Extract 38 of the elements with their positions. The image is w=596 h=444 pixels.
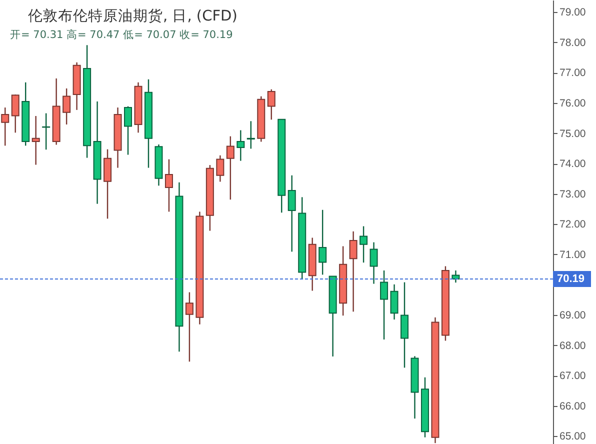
y-tick-label: 76.00 <box>560 97 586 110</box>
y-tick-label: 67.00 <box>560 370 586 382</box>
y-tick-label: 66.00 <box>560 400 586 412</box>
candlestick <box>1 106 10 146</box>
candlestick <box>349 230 358 312</box>
y-tick-label: 65.00 <box>560 430 586 443</box>
candlestick <box>288 174 296 252</box>
y-tick-label: 71.00 <box>560 248 586 261</box>
y-tick-label: 77.00 <box>560 67 586 80</box>
candlestick <box>216 154 224 182</box>
candlestick <box>32 115 40 166</box>
y-tick-label: 79.00 <box>560 6 586 19</box>
y-tick-label: 72.00 <box>560 218 586 231</box>
y-tick-label: 69.00 <box>560 309 586 322</box>
y-tick-label: 74.00 <box>560 158 586 170</box>
candlestick <box>104 148 112 220</box>
candlestick <box>246 120 255 150</box>
y-tick-label: 75.00 <box>560 128 586 140</box>
text: 伦敦布伦特原油期货, 日, (CFD) <box>28 8 238 24</box>
candlestick <box>318 209 327 276</box>
candlestick <box>236 130 245 162</box>
candlestick <box>62 88 71 126</box>
candlestick <box>400 282 409 368</box>
candlestick <box>226 136 234 200</box>
candlestick <box>360 226 368 264</box>
y-tick-label: 73.00 <box>560 188 586 200</box>
candlestick <box>164 158 173 212</box>
candlestick <box>11 94 20 134</box>
candlestick <box>185 292 194 362</box>
ref-line-label: 70.19 <box>557 272 585 285</box>
candlestick <box>124 106 132 156</box>
candlestick <box>370 242 378 284</box>
candlestick <box>380 270 388 340</box>
candlestick <box>267 88 276 120</box>
candlestick <box>390 284 398 320</box>
text: 开= 70.31 高= 70.47 低= 70.07 收= 70.19 <box>10 28 233 41</box>
y-tick-label: 78.00 <box>560 36 586 49</box>
y-tick-label: 68.00 <box>560 340 586 352</box>
